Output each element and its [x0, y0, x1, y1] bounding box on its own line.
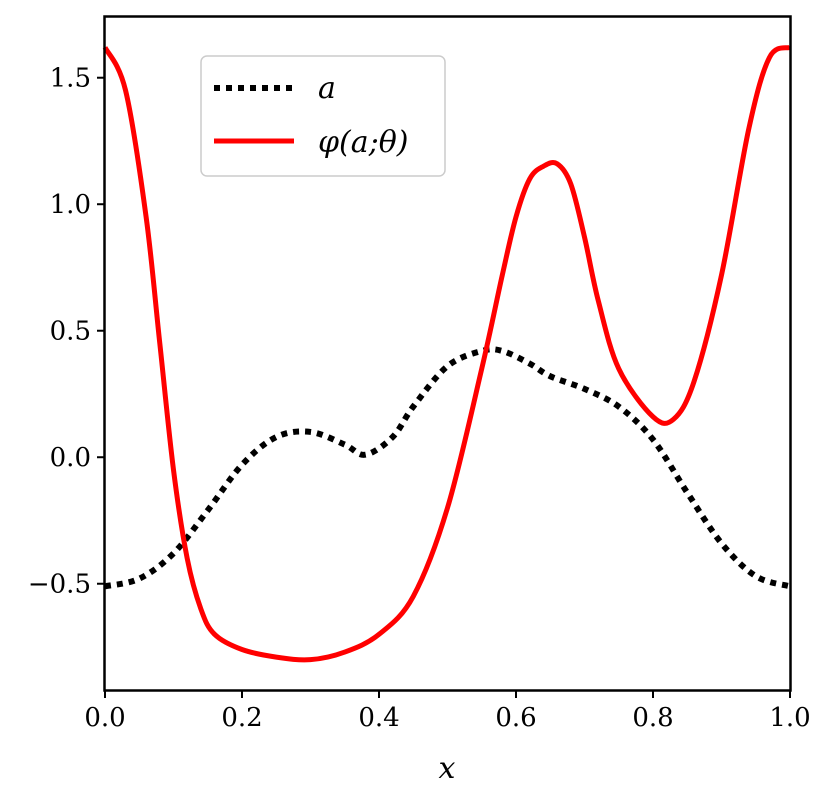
series-layer: [102, 44, 792, 663]
y-axis-ticks: −0.5 0.0 0.5 1.0 1.5: [28, 64, 105, 600]
plot-frame: [103, 15, 792, 692]
x-tick-label: 0.6: [495, 703, 536, 733]
legend-label-phi: φ(a;θ): [318, 125, 408, 160]
y-tick-label: −0.5: [28, 570, 91, 600]
y-tick-label: 0.0: [50, 443, 91, 473]
y-tick-label: 0.5: [50, 317, 91, 347]
series-phi-line: [102, 44, 792, 663]
x-tick-label: 0.4: [358, 703, 399, 733]
x-axis-label: x: [439, 751, 456, 786]
y-tick-label: 1.0: [50, 190, 91, 220]
x-tick-label: 1.0: [769, 703, 810, 733]
series-a-line: [104, 346, 791, 590]
x-tick-label: 0.2: [221, 703, 262, 733]
y-tick-label: 1.5: [50, 64, 91, 94]
x-axis-ticks: 0.0 0.2 0.4 0.6 0.8 1.0: [84, 690, 811, 733]
legend: a φ(a;θ): [200, 55, 446, 177]
legend-label-a: a: [318, 71, 336, 106]
x-tick-label: 0.8: [632, 703, 673, 733]
x-tick-label: 0.0: [84, 703, 125, 733]
